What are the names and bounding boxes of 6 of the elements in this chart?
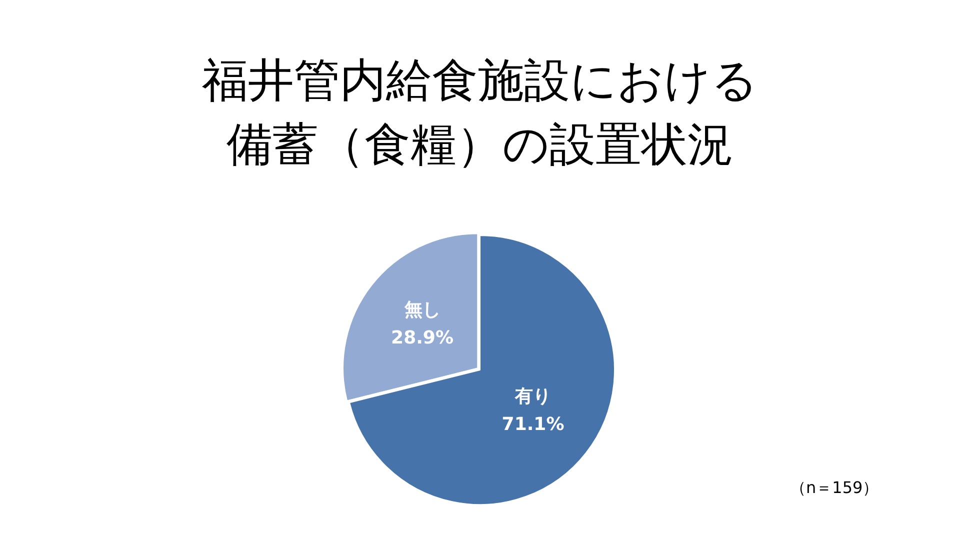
data-label: 28.9%: [391, 328, 454, 349]
text: （n＝159）: [790, 478, 879, 499]
slice-label: 有り: [514, 386, 552, 408]
data-label: 71.1%: [502, 414, 564, 436]
slice-label: 無し: [403, 300, 440, 321]
chart-title: 福井管内給食施設における備蓄（食糧）の設置状況: [201, 52, 759, 173]
